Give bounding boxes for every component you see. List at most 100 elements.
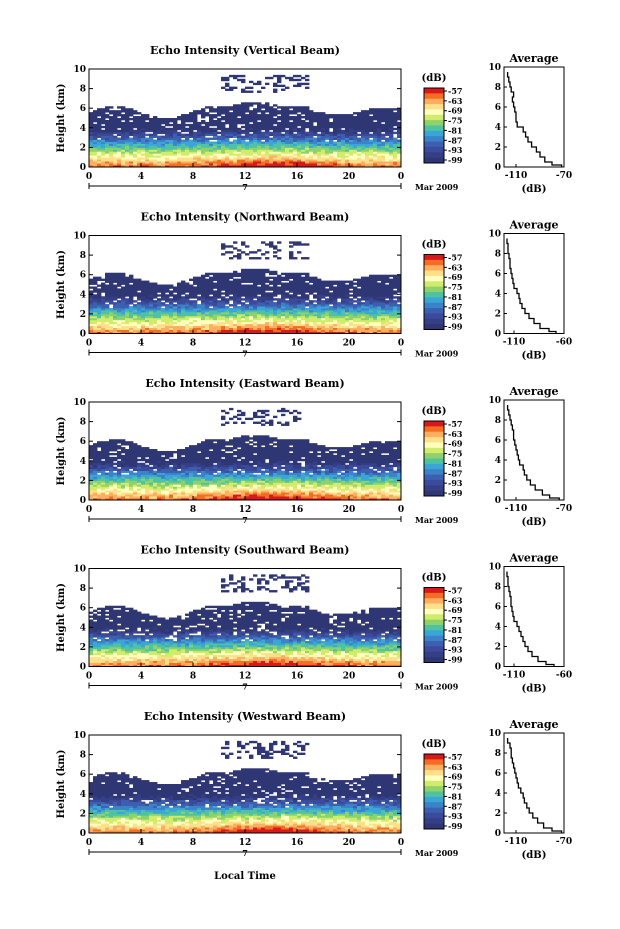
heatmap-cell	[109, 157, 114, 160]
heatmap-cell	[385, 131, 390, 135]
heatmap-cell	[117, 296, 122, 299]
heatmap-cell	[237, 147, 242, 150]
echo-heatmap	[89, 241, 402, 334]
heatmap-cell	[225, 309, 230, 313]
colorbar-tick-label: -75	[448, 282, 462, 292]
heatmap-cell	[209, 331, 214, 334]
heatmap-cell	[209, 323, 214, 327]
heatmap-cell	[337, 125, 342, 129]
heatmap-cell	[289, 151, 294, 154]
heatmap-cell	[285, 155, 290, 158]
heatmap-cell	[289, 298, 294, 301]
heatmap-cell	[193, 118, 198, 121]
heatmap-cell	[161, 294, 166, 297]
heatmap-cell	[377, 294, 382, 297]
heatmap-cell	[105, 165, 110, 168]
heatmap-cell	[97, 145, 102, 148]
heatmap-cell	[185, 327, 190, 330]
heatmap-cell	[265, 127, 270, 131]
heatmap-cell	[233, 149, 238, 152]
heatmap-cell	[321, 125, 326, 129]
heatmap-cell	[169, 325, 174, 329]
heatmap-cell	[229, 290, 234, 293]
heatmap-cell	[301, 119, 306, 123]
colorbar-tick-label: -81	[448, 292, 462, 302]
heatmap-cell	[141, 157, 146, 160]
heatmap-cell	[193, 133, 198, 137]
heatmap-cell	[113, 292, 118, 295]
heatmap-cell	[373, 114, 378, 117]
heatmap-cell	[245, 284, 250, 287]
heatmap-cell	[285, 133, 290, 137]
heatmap-cell	[141, 447, 146, 450]
heatmap-cell	[137, 137, 142, 140]
heatmap-cell	[201, 112, 206, 115]
heatmap-cell	[237, 155, 242, 158]
heatmap-cell	[97, 488, 102, 491]
heatmap-cell	[309, 143, 314, 146]
heatmap-cell	[105, 286, 110, 289]
heatmap-cell	[313, 296, 318, 299]
heatmap-cell	[389, 159, 394, 162]
heatmap-cell	[305, 161, 310, 164]
heatmap-cell	[185, 151, 190, 154]
heatmap-cell	[385, 319, 390, 323]
heatmap-cell	[109, 278, 114, 281]
heatmap-cell	[301, 300, 306, 303]
heatmap-cell	[345, 294, 350, 297]
heatmap-cell	[297, 165, 302, 168]
heatmap-cell	[185, 294, 190, 297]
heatmap-cell	[341, 149, 346, 152]
heatmap-cell	[229, 86, 234, 89]
heatmap-cell	[233, 157, 238, 160]
heatmap-cell	[261, 135, 266, 138]
heatmap-cell	[281, 157, 286, 160]
heatmap-cell	[385, 139, 390, 142]
heatmap-cell	[121, 476, 126, 479]
heatmap-cell	[241, 251, 246, 254]
heatmap-cell	[377, 317, 382, 321]
heatmap-cell	[325, 135, 330, 138]
heatmap-cell	[265, 76, 270, 80]
heatmap-cell	[397, 278, 402, 281]
heatmap-cell	[317, 155, 322, 158]
heatmap-cell	[285, 306, 290, 309]
heatmap-cell	[281, 145, 286, 148]
heatmap-cell	[93, 327, 98, 330]
colorbar-swatch	[424, 136, 444, 143]
heatmap-cell	[137, 284, 142, 287]
heatmap-cell	[337, 317, 342, 321]
heatmap-cell	[137, 327, 142, 330]
heatmap-cell	[117, 131, 122, 135]
heatmap-cell	[93, 452, 98, 456]
heatmap-cell	[253, 135, 258, 138]
heatmap-cell	[145, 288, 150, 291]
heatmap-cell	[381, 302, 386, 305]
heatmap-cell	[133, 159, 138, 162]
heatmap-cell	[229, 151, 234, 154]
heatmap-cell	[277, 309, 282, 313]
heatmap-cell	[329, 321, 334, 325]
heatmap-cell	[133, 311, 138, 315]
heatmap-cell	[325, 304, 330, 307]
heatmap-cell	[109, 284, 114, 287]
heatmap-cell	[277, 112, 282, 115]
heatmap-cell	[145, 308, 150, 311]
heatmap-cell	[125, 498, 130, 501]
heatmap-cell	[205, 274, 210, 278]
heatmap-cell	[341, 296, 346, 299]
heatmap-cell	[329, 114, 334, 117]
heatmap-cell	[245, 276, 250, 280]
heatmap-cell	[221, 313, 226, 317]
heatmap-cell	[117, 149, 122, 152]
heatmap-cell	[277, 139, 282, 142]
heatmap-cell	[157, 308, 162, 311]
heatmap-cell	[381, 306, 386, 309]
heatmap-cell	[245, 292, 250, 295]
heatmap-cell	[161, 292, 166, 295]
heatmap-cell	[209, 165, 214, 168]
heatmap-cell	[197, 315, 202, 319]
heatmap-cell	[321, 331, 326, 334]
heatmap-cell	[125, 486, 130, 489]
heatmap-cell	[373, 294, 378, 297]
